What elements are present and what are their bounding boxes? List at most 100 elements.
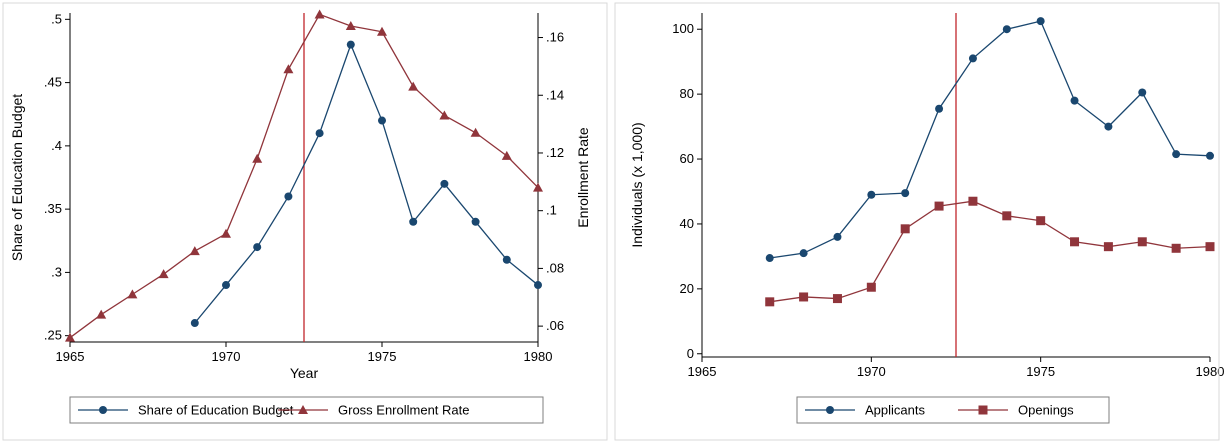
data-point-1 (833, 232, 842, 241)
data-point-1 (190, 319, 199, 328)
data-point-2 (314, 9, 325, 19)
y-tick-label: .25 (44, 328, 62, 343)
data-point-2 (470, 127, 481, 137)
y2-axis-title: Enrollment Rate (575, 127, 591, 228)
data-point-2 (345, 20, 356, 30)
data-point-2 (866, 282, 876, 292)
legend-marker-1 (826, 406, 834, 414)
legend-marker-2 (298, 405, 308, 414)
y-tick-label: .4 (51, 138, 62, 153)
data-point-2 (832, 294, 842, 304)
data-point-2 (221, 228, 231, 238)
x-tick-label: 1975 (368, 349, 397, 364)
data-point-1 (901, 189, 910, 198)
data-point-2 (934, 201, 944, 211)
y-axis-title: Individuals (x 1,000) (629, 122, 645, 247)
y-tick-label: 20 (680, 281, 694, 296)
y-tick-label: .5 (51, 11, 62, 26)
data-point-1 (534, 281, 542, 290)
data-point-2 (799, 292, 809, 302)
data-point-2 (158, 269, 169, 279)
data-point-2 (96, 309, 107, 319)
data-point-1 (346, 40, 355, 49)
data-point-2 (252, 153, 263, 163)
data-point-2 (283, 64, 294, 74)
x-tick-label: 1965 (688, 364, 717, 379)
data-point-2 (1137, 237, 1147, 247)
y-tick-label: 60 (680, 151, 694, 166)
data-point-1 (765, 254, 774, 263)
y-tick-label: 80 (680, 86, 694, 101)
data-point-1 (1070, 96, 1079, 105)
data-point-1 (315, 129, 324, 138)
y-tick-label: 0 (687, 346, 694, 361)
data-point-1 (502, 255, 511, 264)
x-axis-title: Year (290, 365, 319, 381)
y-tick-label: 100 (672, 21, 694, 36)
data-point-1 (253, 243, 262, 252)
data-point-2 (65, 332, 75, 342)
legend-label-2: Gross Enrollment Rate (338, 403, 470, 418)
data-point-1 (1002, 25, 1011, 34)
series-line-2 (69, 13, 539, 339)
x-tick-label: 1980 (1196, 364, 1225, 379)
data-point-1 (968, 54, 977, 63)
chart-left: .25 .3 .35 .4 .45 .5 Share of Education Budget… (2, 2, 608, 441)
data-point-2 (501, 150, 512, 160)
data-point-2 (1205, 242, 1215, 252)
series-line-1 (769, 20, 1211, 259)
legend-marker-2 (978, 405, 988, 415)
figure-frame (614, 2, 1220, 441)
y2-tick-label: .1 (546, 203, 557, 218)
data-point-1 (378, 116, 386, 125)
y2-tick-label: .08 (546, 260, 564, 275)
data-point-2 (1002, 211, 1012, 221)
figure-frame (2, 2, 608, 441)
data-point-1 (799, 249, 808, 258)
x-tick-label: 1975 (1026, 364, 1055, 379)
data-point-2 (968, 196, 978, 206)
data-point-1 (1138, 88, 1147, 97)
y2-tick-label: .12 (546, 145, 564, 160)
y2-tick-label: .06 (546, 318, 564, 333)
data-point-1 (867, 190, 876, 199)
y-tick-label: 40 (680, 216, 694, 231)
legend-label-1: Applicants (865, 403, 925, 418)
y2-tick-label: .14 (546, 87, 564, 102)
y-tick-label: .35 (44, 201, 62, 216)
data-point-2 (1103, 242, 1113, 252)
legend-label-1: Share of Education Budget (138, 403, 294, 418)
x-tick-label: 1980 (524, 349, 553, 364)
y-tick-label: .45 (44, 75, 62, 90)
chart-right: 0 20 40 60 80 100 Individuals (x 1,000) 1965 197… (614, 2, 1225, 441)
data-point-2 (1171, 243, 1181, 253)
x-tick-label: 1965 (56, 349, 85, 364)
data-point-2 (1070, 237, 1080, 247)
data-point-2 (127, 289, 138, 299)
legend-label-2: Openings (1018, 403, 1074, 418)
legend-marker-1 (99, 406, 107, 414)
data-point-1 (222, 281, 230, 290)
data-point-1 (440, 179, 449, 188)
y-tick-label: .3 (51, 264, 62, 279)
series-line-2 (769, 200, 1211, 303)
data-point-1 (409, 217, 418, 226)
data-point-2 (408, 81, 419, 91)
data-point-2 (189, 246, 200, 256)
data-point-2 (765, 297, 775, 307)
data-point-1 (1104, 122, 1113, 131)
data-point-2 (439, 110, 450, 120)
data-point-1 (1036, 17, 1045, 26)
data-point-1 (471, 217, 480, 226)
data-point-2 (533, 182, 543, 192)
series-line-1 (194, 42, 539, 324)
data-point-2 (377, 26, 387, 36)
x-tick-label: 1970 (857, 364, 886, 379)
data-point-1 (935, 104, 944, 113)
data-point-1 (1206, 151, 1214, 160)
data-point-1 (284, 192, 293, 201)
y-axis-title: Share of Education Budget (9, 94, 25, 261)
data-point-2 (1036, 216, 1046, 226)
data-point-2 (900, 224, 910, 234)
